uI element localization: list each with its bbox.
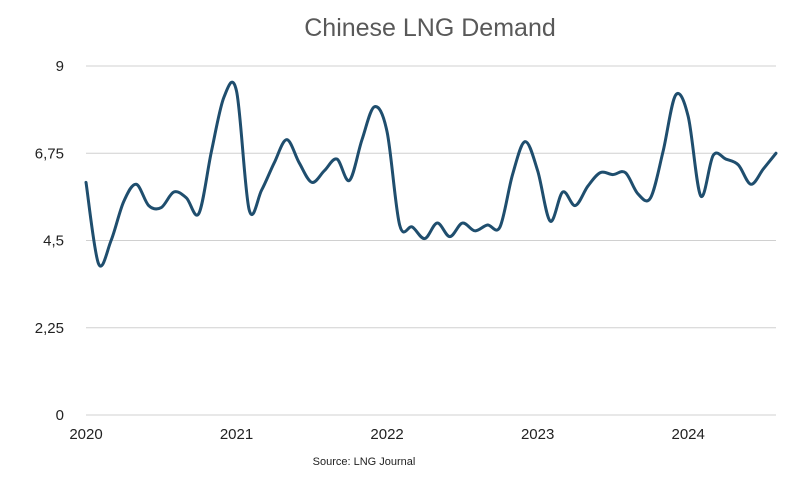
- x-tick-label: 2020: [69, 426, 102, 443]
- y-tick-label: 6,75: [35, 145, 64, 162]
- y-tick-label: 2,25: [35, 320, 64, 337]
- y-tick-label: 4,5: [43, 233, 64, 250]
- x-tick-label: 2021: [220, 426, 253, 443]
- gridlines: [86, 65, 776, 416]
- y-tick-label: 0: [56, 407, 64, 424]
- chart-title: Chinese LNG Demand: [304, 14, 556, 42]
- series-layer: [84, 80, 778, 268]
- source-note: Source: LNG Journal: [312, 456, 416, 468]
- x-axis-ticks: 2020 2021 2022 2023 2024: [69, 426, 705, 443]
- series-line: [84, 80, 778, 268]
- x-tick-label: 2022: [370, 426, 403, 443]
- x-tick-label: 2024: [671, 426, 704, 443]
- y-axis-ticks: 0 2,25 4,5 6,75 9: [35, 58, 64, 424]
- x-tick-label: 2023: [521, 426, 554, 443]
- y-tick-label: 9: [56, 58, 64, 75]
